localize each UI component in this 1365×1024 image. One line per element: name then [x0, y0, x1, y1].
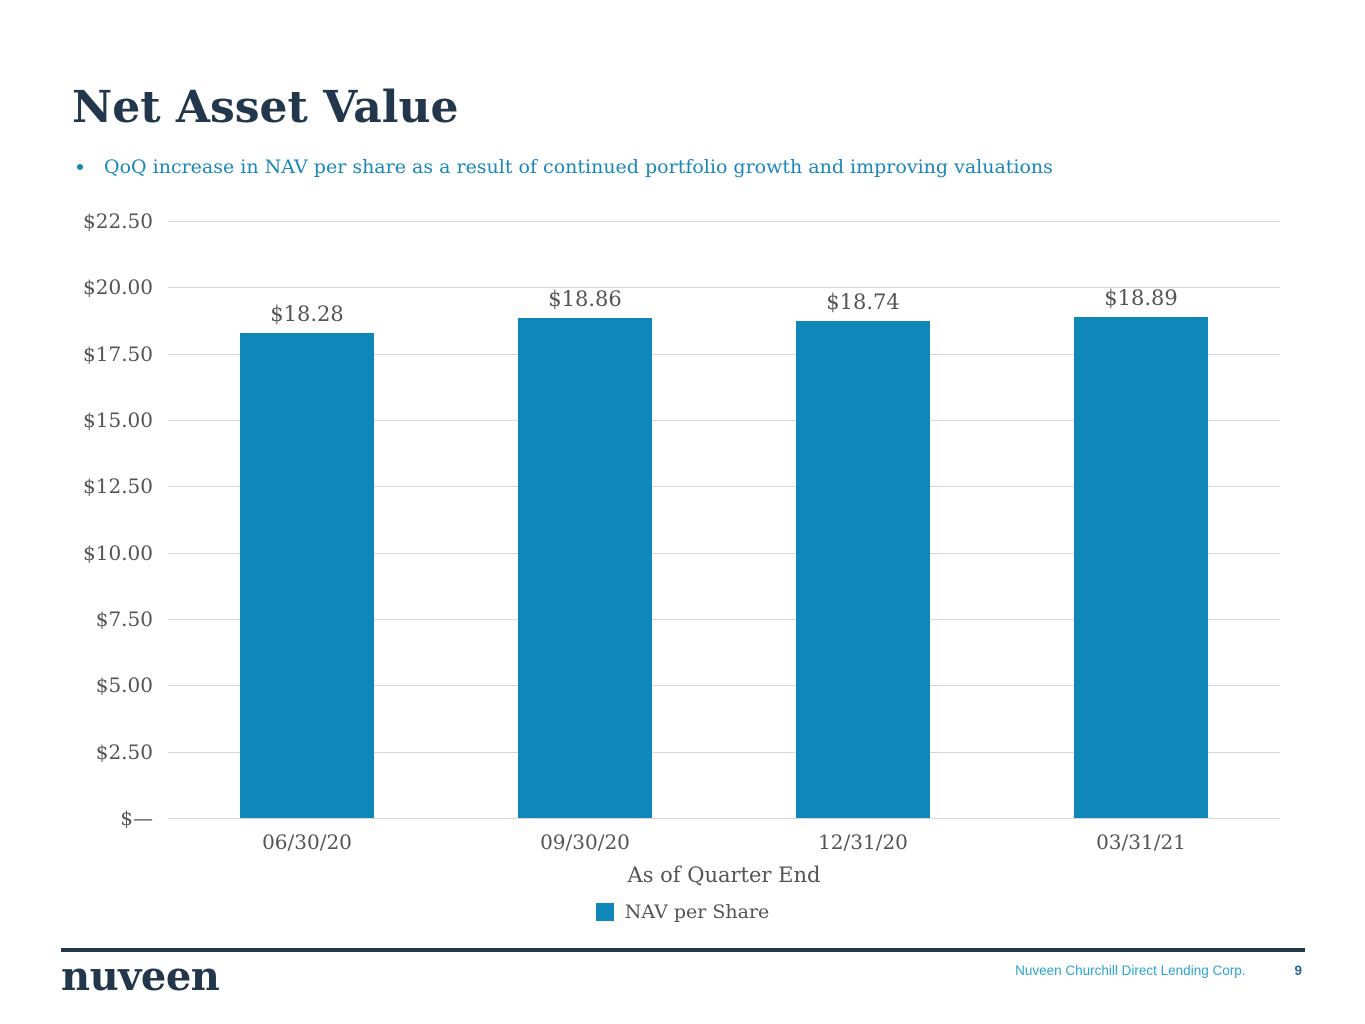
gridline — [168, 685, 1280, 687]
y-tick-label: $2.50 — [95, 739, 153, 764]
bullet-item: QoQ increase in NAV per share as a resul… — [77, 155, 1053, 179]
nav-bar-chart: $22.50 $20.00 $17.50 $15.00 $12.50 $10.00 $7.5… — [83, 209, 1280, 854]
gridline — [168, 751, 1280, 753]
gridline — [168, 818, 1280, 819]
y-tick-label: $15.00 — [83, 408, 153, 432]
y-tick-label: $22.50 — [83, 209, 153, 233]
y-tick-label: $12.50 — [83, 474, 153, 499]
bullet-text: QoQ increase in NAV per share as a resul… — [104, 156, 1053, 178]
x-tick-label: 12/31/20 — [818, 830, 908, 854]
footer-company-name: Nuveen Churchill Direct Lending Corp. — [1015, 963, 1246, 978]
bullet-icon — [77, 164, 83, 170]
x-tick-label: 03/31/21 — [1096, 830, 1186, 854]
bar-value-label: $18.86 — [548, 286, 622, 311]
gridline — [168, 287, 1280, 289]
gridline — [168, 486, 1280, 488]
legend-label: NAV per Share — [624, 901, 770, 923]
x-tick-label: 09/30/20 — [540, 830, 630, 854]
gridline — [168, 221, 1280, 222]
gridline — [168, 420, 1280, 421]
y-tick-label: $17.50 — [83, 341, 153, 366]
footer-right: Nuveen Churchill Direct Lending Corp. 9 — [1015, 963, 1302, 978]
gridline — [168, 552, 1280, 554]
footer-divider — [61, 948, 1305, 952]
y-tick-label: $5.00 — [95, 673, 153, 698]
bar — [796, 320, 930, 818]
brand-logo: nuveen — [61, 953, 220, 1000]
bar — [518, 317, 652, 818]
legend-swatch-icon — [595, 903, 614, 921]
bar-value-label: $18.89 — [1104, 285, 1178, 310]
x-axis-title: As of Quarter End — [627, 863, 821, 887]
bar — [1074, 316, 1208, 818]
y-tick-label: $10.00 — [83, 540, 153, 565]
gridline — [168, 619, 1280, 620]
page-number: 9 — [1294, 963, 1302, 978]
x-tick-label: 06/30/20 — [262, 830, 352, 854]
bar — [240, 332, 374, 818]
y-tick-label: $7.50 — [95, 607, 153, 631]
page-title: Net Asset Value — [72, 82, 459, 133]
y-tick-label: $— — [120, 806, 153, 830]
bar-value-label: $18.28 — [270, 301, 344, 326]
chart-legend: NAV per Share — [0, 901, 1365, 923]
y-tick-label: $20.00 — [83, 275, 153, 300]
gridline — [168, 353, 1280, 355]
bar-value-label: $18.74 — [826, 289, 900, 314]
